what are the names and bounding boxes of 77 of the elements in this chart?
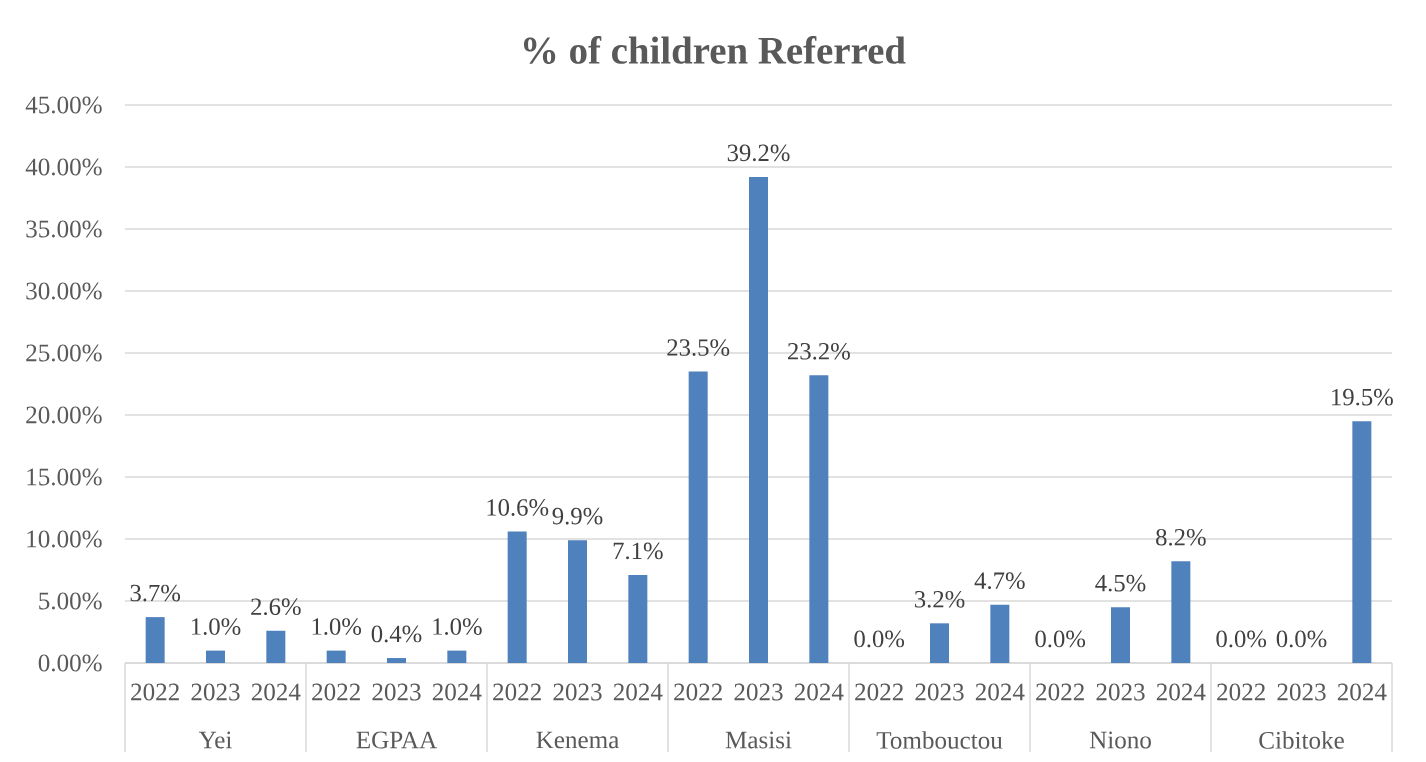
text: EGPAA bbox=[356, 731, 438, 749]
data-label: 4.5% bbox=[1095, 574, 1146, 592]
text: Kenema bbox=[536, 731, 619, 749]
data-label: 0.0% bbox=[1276, 630, 1327, 648]
x-tick-label: 2024 bbox=[975, 683, 1025, 701]
bar bbox=[145, 617, 165, 663]
y-tick-label: 20.00% bbox=[26, 406, 102, 424]
x-tick-label: 2022 bbox=[1036, 683, 1084, 701]
bar bbox=[628, 574, 648, 663]
text: Masisi bbox=[725, 731, 792, 749]
x-tick-label: 2022 bbox=[312, 683, 360, 701]
data-label: 23.5% bbox=[667, 339, 730, 356]
bar bbox=[1111, 607, 1131, 663]
x-tick-label: 2024 bbox=[251, 683, 301, 701]
data-label: 4.7% bbox=[974, 572, 1025, 590]
bar bbox=[688, 371, 708, 663]
bar bbox=[326, 650, 346, 663]
x-tick-label: 2022 bbox=[1217, 683, 1265, 701]
data-label: 0.4% bbox=[371, 625, 422, 643]
data-label: 0.0% bbox=[1035, 630, 1086, 648]
x-tick-label: 2023 bbox=[1096, 683, 1145, 701]
x-tick-label: 2023 bbox=[915, 683, 964, 701]
data-label: 0.0% bbox=[1216, 630, 1267, 648]
y-tick-label: 35.00% bbox=[26, 220, 102, 238]
x-tick-label: 2022 bbox=[493, 683, 541, 701]
bar bbox=[1352, 421, 1372, 663]
bar bbox=[387, 658, 406, 663]
data-label: 0.0% bbox=[854, 630, 905, 648]
y-tick-label: 45.00% bbox=[25, 96, 102, 114]
bar bbox=[749, 176, 769, 663]
x-tick-label: 2023 bbox=[372, 683, 421, 701]
bar bbox=[266, 630, 286, 663]
data-label: 3.2% bbox=[914, 590, 965, 608]
bar bbox=[447, 650, 467, 663]
y-tick-label: 30.00% bbox=[26, 282, 102, 300]
y-tick-label: 0.00% bbox=[38, 654, 102, 672]
x-tick-label: 2023 bbox=[191, 683, 240, 701]
bar bbox=[206, 650, 225, 663]
data-label: 39.2% bbox=[727, 144, 790, 162]
x-tick-label: 2023 bbox=[1277, 683, 1326, 701]
data-label: 8.2% bbox=[1156, 528, 1206, 546]
chart-title: % of children Referred bbox=[524, 36, 906, 64]
bar bbox=[507, 531, 527, 663]
x-tick-label: 2022 bbox=[131, 683, 179, 701]
x-tick-label: 2024 bbox=[432, 683, 482, 701]
data-label: 10.6% bbox=[487, 499, 549, 516]
text: Niono bbox=[1089, 731, 1151, 749]
data-label: 1.0% bbox=[191, 618, 241, 635]
y-tick-label: 15.00% bbox=[27, 468, 102, 486]
data-label: 2.6% bbox=[251, 598, 301, 616]
text: Yei bbox=[198, 731, 232, 749]
data-label: 1.0% bbox=[312, 618, 362, 635]
x-tick-label: 2023 bbox=[734, 683, 783, 701]
text: Cibitoke bbox=[1259, 731, 1344, 749]
data-label: 23.2% bbox=[788, 342, 850, 360]
x-tick-label: 2022 bbox=[674, 683, 722, 701]
data-label: 9.9% bbox=[552, 507, 603, 525]
x-tick-label: 2024 bbox=[1337, 683, 1387, 701]
data-label: 19.5% bbox=[1332, 388, 1393, 406]
bar bbox=[1171, 561, 1191, 663]
y-tick-label: 25.00% bbox=[26, 344, 102, 362]
x-tick-label: 2023 bbox=[553, 683, 602, 701]
x-tick-label: 2024 bbox=[613, 683, 663, 701]
y-tick-label: 5.00% bbox=[39, 592, 102, 610]
y-tick-label: 40.00% bbox=[25, 158, 102, 176]
data-label: 1.0% bbox=[433, 618, 482, 635]
bar bbox=[809, 375, 829, 663]
x-tick-label: 2022 bbox=[855, 683, 903, 701]
data-label: 7.1% bbox=[613, 542, 663, 560]
data-label: 3.7% bbox=[130, 584, 181, 602]
x-tick-label: 2024 bbox=[1156, 683, 1206, 701]
x-tick-label: 2024 bbox=[794, 683, 844, 701]
bar bbox=[990, 604, 1010, 663]
y-tick-label: 10.00% bbox=[27, 530, 102, 548]
bar bbox=[568, 540, 588, 663]
text: Tombouctou bbox=[876, 731, 1003, 749]
bar bbox=[930, 623, 950, 663]
